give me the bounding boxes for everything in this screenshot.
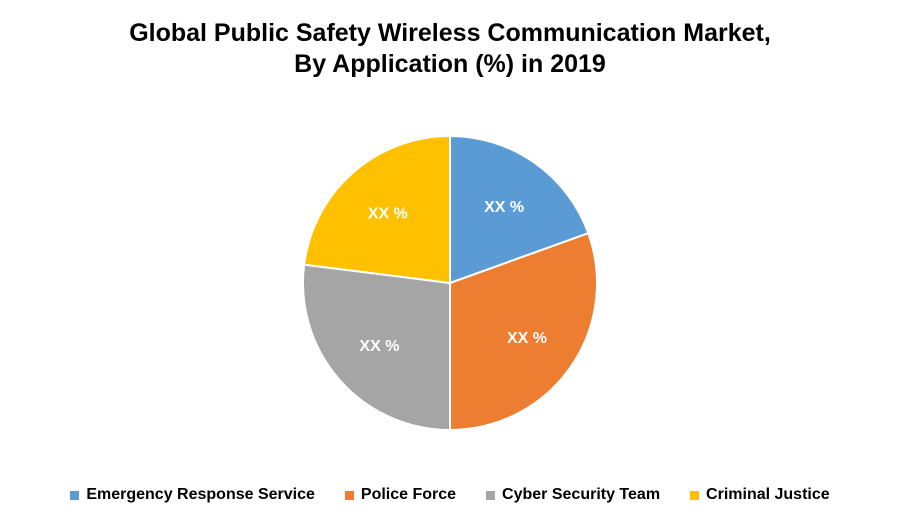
legend-item-police-force: Police Force [344, 486, 457, 504]
legend-label-criminal-justice: Criminal Justice [706, 486, 830, 503]
chart-title-line-2: By Application (%) in 2019 [294, 50, 606, 78]
data-label-police-force: XX % [507, 330, 547, 347]
legend-item-criminal-justice: Criminal Justice [690, 486, 830, 504]
legend-label-emergency-response-service: Emergency Response Service [86, 486, 315, 503]
legend-swatch-cyber-security-team [486, 490, 496, 500]
pie-slice-criminal-justice [303, 134, 451, 285]
legend-swatch-emergency-response-service [70, 490, 80, 500]
legend-item-emergency-response-service: Emergency Response Service [70, 486, 315, 504]
legend: Emergency Response Service Police Force … [0, 484, 900, 506]
legend-label-cyber-security-team: Cyber Security Team [502, 486, 661, 503]
data-label-criminal-justice: XX % [368, 205, 408, 222]
data-label-cyber-security-team: XX % [359, 338, 399, 355]
chart-title-line-1: Global Public Safety Wireless Communicat… [129, 19, 771, 47]
legend-swatch-criminal-justice [690, 490, 700, 500]
legend-swatch-police-force [344, 490, 354, 500]
legend-label-police-force: Police Force [360, 486, 457, 503]
data-label-emergency-response-service: XX % [484, 199, 524, 216]
chart-title: Global Public Safety Wireless Communicat… [0, 18, 900, 80]
legend-item-cyber-security-team: Cyber Security Team [486, 486, 660, 504]
pie-slice-police-force [449, 231, 598, 432]
pie-slice-emergency-response-service [449, 134, 590, 285]
pie-slice-cyber-security-team [302, 263, 451, 432]
